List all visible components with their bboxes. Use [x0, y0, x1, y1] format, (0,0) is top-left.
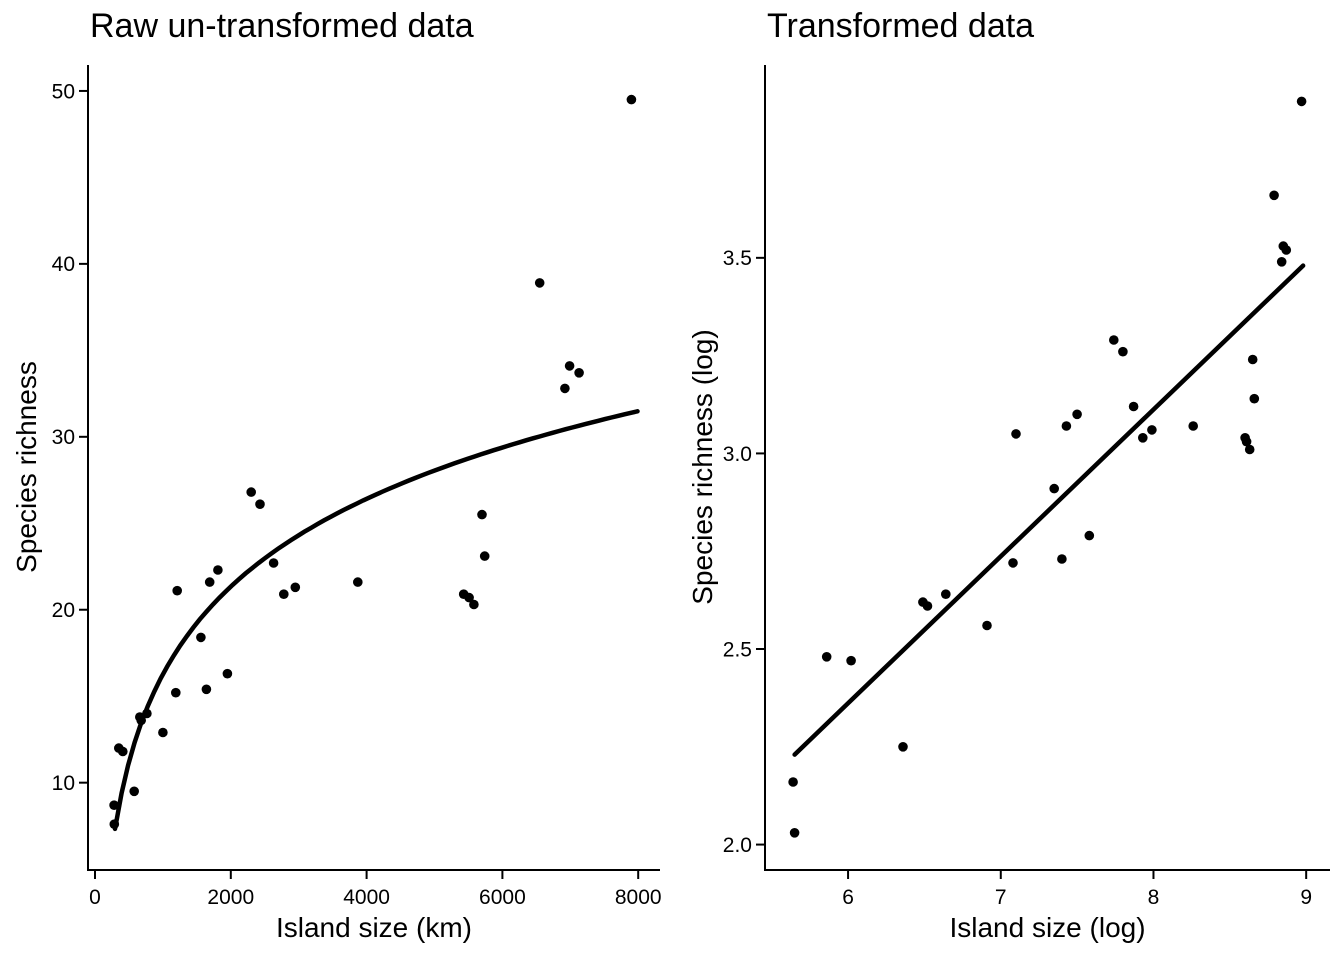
data-point — [564, 361, 575, 371]
data-point — [918, 597, 928, 607]
x-tick-label: 6 — [842, 886, 854, 909]
data-point — [129, 786, 139, 797]
data-point — [464, 592, 474, 603]
data-point — [469, 599, 479, 610]
data-point — [213, 565, 223, 575]
data-point — [246, 487, 256, 497]
y-tick-label: 2.5 — [723, 638, 752, 661]
x-tick-label: 7 — [995, 886, 1007, 909]
data-point — [534, 278, 545, 288]
data-point — [789, 828, 800, 838]
x-tick-label: 6000 — [479, 886, 526, 909]
data-point — [1128, 401, 1139, 412]
data-point — [201, 684, 212, 695]
data-point — [1057, 554, 1067, 564]
data-point — [1276, 257, 1287, 267]
y-tick-label: 3.5 — [723, 247, 752, 270]
data-point — [1061, 421, 1072, 431]
panel-title-transformed: Transformed data — [767, 7, 1035, 45]
y-axis-title-transformed: Species richness (log) — [687, 329, 718, 605]
data-point — [821, 652, 832, 662]
data-point — [479, 551, 490, 561]
data-point — [1269, 190, 1279, 201]
y-tick-label: 3.0 — [723, 443, 752, 466]
data-point — [158, 727, 168, 738]
data-point — [1008, 558, 1018, 568]
x-tick-label: 9 — [1300, 886, 1312, 909]
data-point — [560, 383, 570, 394]
data-point — [1011, 429, 1021, 439]
data-point — [268, 558, 279, 568]
data-point — [1188, 421, 1198, 431]
data-point — [788, 777, 798, 787]
data-point — [846, 655, 856, 666]
y-tick-label: 30 — [52, 426, 75, 449]
y-tick-label: 50 — [52, 80, 75, 103]
data-point — [1296, 96, 1307, 107]
data-point — [1049, 483, 1059, 494]
data-point — [982, 620, 992, 631]
data-point — [1109, 335, 1119, 345]
data-point — [574, 368, 584, 378]
y-tick-label: 10 — [52, 772, 75, 795]
data-point — [109, 800, 119, 810]
data-point — [1249, 393, 1260, 404]
data-point — [1244, 444, 1255, 455]
x-tick-label: 8000 — [615, 886, 662, 909]
fit-curve — [112, 409, 640, 832]
x-tick-label: 4000 — [343, 886, 390, 909]
data-point — [353, 577, 363, 587]
data-point — [1241, 436, 1252, 447]
data-point — [1118, 346, 1128, 357]
data-point — [898, 742, 908, 752]
panel-transformed: Transformed data Species richness (log) … — [672, 0, 1344, 960]
data-point — [172, 585, 182, 596]
x-tick-label: 8 — [1148, 886, 1160, 909]
x-axis-title-transformed: Island size (log) — [949, 912, 1146, 943]
data-point — [1281, 245, 1292, 255]
data-point — [1147, 425, 1157, 435]
data-point — [1072, 409, 1082, 420]
data-point — [1247, 354, 1258, 365]
fit-line — [792, 263, 1306, 757]
data-point — [222, 668, 233, 679]
y-tick-label: 2.0 — [723, 834, 752, 857]
data-point — [1138, 433, 1148, 443]
data-point — [1084, 530, 1095, 541]
x-axis-title-raw: Island size (km) — [275, 912, 473, 943]
data-point — [941, 589, 951, 599]
data-point — [477, 509, 487, 520]
y-tick-label: 20 — [52, 599, 75, 622]
panel-raw: Raw un-transformed data Species richness… — [11, 7, 474, 943]
data-point — [171, 687, 181, 698]
panel-title-raw: Raw un-transformed data — [90, 7, 474, 45]
data-point — [114, 743, 124, 753]
x-tick-label: 0 — [89, 886, 101, 909]
data-point — [204, 577, 215, 587]
data-point — [290, 582, 301, 593]
y-axis-title-raw: Species richness — [11, 361, 42, 573]
data-point — [626, 94, 637, 105]
data-point — [279, 589, 289, 599]
x-tick-label: 2000 — [207, 886, 254, 909]
y-tick-label: 40 — [52, 253, 75, 276]
data-point — [196, 632, 206, 643]
data-point — [255, 499, 265, 510]
